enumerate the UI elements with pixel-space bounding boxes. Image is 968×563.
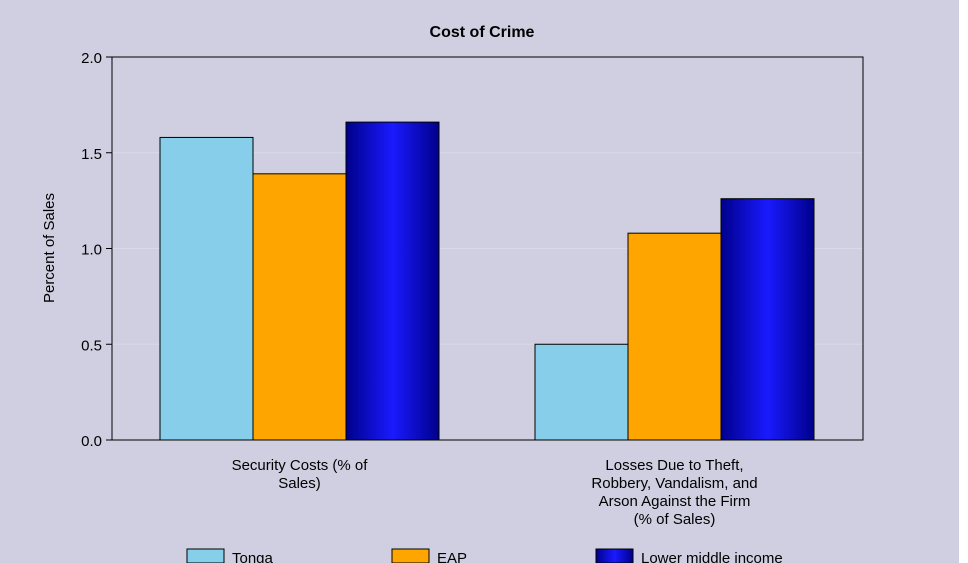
- bars-layer: [159, 121, 815, 441]
- legend-label: Lower middle income: [641, 550, 783, 563]
- y-axis: 0.0 0.5 1.0 1.5 2.0: [81, 50, 112, 450]
- legend-swatch: [391, 548, 430, 563]
- x-tick-label: Losses Due to Theft, Robbery, Vandalism, …: [591, 457, 757, 528]
- legend: Tonga EAP Lower middle income: [186, 548, 783, 563]
- y-tick-label: 2.0: [81, 50, 102, 67]
- chart-title: Cost of Crime: [430, 24, 535, 41]
- bar-lower-middle-income: [720, 198, 815, 441]
- y-tick-label: 1.0: [81, 242, 102, 259]
- x-tick-label: Security Costs (% of Sales): [232, 457, 369, 492]
- y-axis-label: Percent of Sales: [41, 193, 58, 303]
- y-tick-label: 1.5: [81, 146, 102, 163]
- bar-tonga: [159, 136, 254, 441]
- legend-label: EAP: [437, 550, 467, 563]
- bar-eap: [627, 232, 722, 441]
- legend-label: Tonga: [232, 550, 274, 563]
- legend-swatch: [186, 548, 225, 563]
- y-tick-label: 0.5: [81, 337, 102, 354]
- bar-tonga: [534, 343, 629, 441]
- legend-swatch: [595, 548, 634, 563]
- bar-lower-middle-income: [345, 121, 440, 441]
- y-tick-label: 0.0: [81, 433, 102, 450]
- x-axis: Security Costs (% of Sales) Losses Due to …: [232, 457, 758, 528]
- bar-eap: [252, 173, 347, 441]
